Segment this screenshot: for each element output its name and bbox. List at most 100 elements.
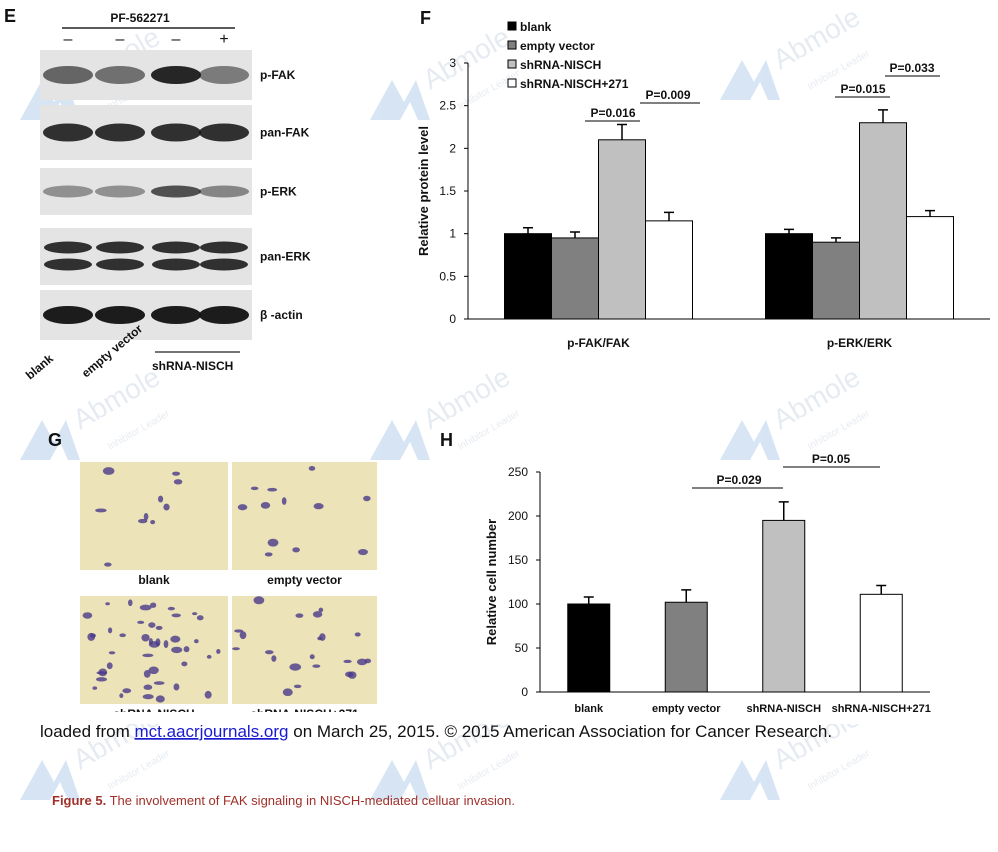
bar bbox=[664, 601, 708, 693]
stained-cell bbox=[192, 612, 198, 616]
stained-cell bbox=[171, 646, 183, 654]
footer-text: loaded from bbox=[40, 722, 135, 741]
bar bbox=[859, 122, 907, 320]
legend-label: shRNA-NISCH bbox=[520, 58, 601, 72]
blot-band bbox=[200, 258, 248, 271]
stained-cell bbox=[309, 654, 315, 660]
stained-cell bbox=[173, 479, 183, 485]
footer-link[interactable]: mct.aacrjournals.org bbox=[135, 722, 289, 741]
blot-band bbox=[151, 123, 201, 142]
stained-cell bbox=[104, 562, 112, 567]
watermark-logo bbox=[720, 60, 780, 100]
stained-cell bbox=[153, 681, 165, 685]
bar-chart: H Relative cell number 0 50 100 150 200 250 blan… bbox=[440, 430, 931, 715]
x-tick-label: shRNA-NISCH+271 bbox=[832, 703, 931, 715]
treatment-sign: + bbox=[219, 31, 228, 48]
p-value: P=0.033 bbox=[889, 61, 934, 75]
legend-marker bbox=[507, 21, 517, 31]
stained-cell bbox=[95, 508, 107, 513]
p-value: P=0.016 bbox=[590, 106, 635, 120]
stained-cell bbox=[216, 648, 221, 654]
stained-cell bbox=[155, 695, 165, 703]
error-bar bbox=[831, 237, 841, 243]
x-tick-label: p-FAK/FAK bbox=[567, 336, 630, 350]
stained-cell bbox=[143, 512, 149, 521]
y-tick-label: 2.5 bbox=[439, 99, 456, 113]
blot-band bbox=[96, 258, 144, 271]
stained-cell bbox=[102, 467, 115, 475]
blot-band bbox=[43, 306, 93, 324]
error-bar bbox=[876, 584, 887, 595]
y-tick-label: 0 bbox=[521, 685, 528, 699]
stained-cell bbox=[142, 653, 154, 658]
stained-cell bbox=[312, 664, 321, 668]
stained-cell bbox=[282, 688, 293, 697]
panel-label: G bbox=[48, 430, 62, 450]
stained-cell bbox=[239, 631, 247, 640]
blot-band bbox=[43, 66, 93, 84]
stained-cell bbox=[196, 615, 204, 621]
stained-cell bbox=[139, 604, 152, 611]
stained-cell bbox=[363, 495, 371, 502]
y-tick-label: 2 bbox=[449, 141, 456, 155]
blot-band bbox=[95, 185, 145, 198]
bar bbox=[765, 233, 813, 320]
treatment-label: PF-562271 bbox=[110, 11, 170, 25]
error-bar bbox=[523, 226, 533, 234]
legend-marker bbox=[507, 59, 517, 69]
stained-cell bbox=[204, 690, 212, 699]
stained-cell bbox=[106, 662, 113, 670]
footer: loaded from mct.aacrjournals.org on Marc… bbox=[40, 722, 832, 741]
stained-cell bbox=[319, 633, 326, 641]
watermark-logo bbox=[370, 420, 430, 460]
legend-marker bbox=[507, 40, 517, 50]
stained-cell bbox=[181, 661, 188, 667]
blot-band bbox=[43, 123, 93, 142]
stained-cell bbox=[143, 684, 153, 690]
stained-cell bbox=[281, 497, 287, 505]
stained-cell bbox=[292, 547, 300, 553]
caption-text: The involvement of FAK signaling in NISC… bbox=[106, 793, 515, 808]
stained-cell bbox=[141, 633, 150, 642]
blot-band bbox=[200, 241, 248, 254]
error-bar bbox=[681, 589, 692, 603]
error-bar bbox=[583, 596, 594, 604]
stained-cell bbox=[354, 632, 361, 637]
stained-cell bbox=[267, 538, 279, 547]
stained-cell bbox=[318, 607, 324, 613]
stained-cell bbox=[271, 655, 277, 662]
stained-cell bbox=[232, 647, 240, 651]
stained-cell bbox=[148, 641, 160, 648]
stained-cell bbox=[343, 659, 352, 664]
stained-cell bbox=[171, 613, 181, 618]
y-tick-label: 1 bbox=[449, 227, 456, 241]
stained-cell bbox=[253, 596, 265, 605]
blot-band bbox=[151, 185, 201, 198]
error-bar bbox=[570, 231, 580, 238]
blot-band bbox=[44, 241, 92, 254]
x-tick-label: shRNA-NISCH bbox=[746, 703, 821, 715]
band-label: pan-FAK bbox=[260, 126, 310, 140]
stained-cell bbox=[122, 688, 132, 694]
y-tick-label: 0 bbox=[449, 312, 456, 326]
treatment-sign: – bbox=[116, 31, 125, 48]
stained-cell bbox=[173, 683, 180, 691]
stained-cell bbox=[295, 613, 304, 618]
x-tick-label: blank bbox=[574, 703, 604, 715]
bar bbox=[598, 139, 646, 320]
blot-band bbox=[199, 185, 249, 198]
stained-cell bbox=[143, 670, 151, 678]
legend-label: blank bbox=[520, 20, 552, 34]
treatment-sign: – bbox=[64, 31, 73, 48]
bar bbox=[645, 220, 693, 320]
stained-cell bbox=[138, 518, 148, 524]
micrograph bbox=[232, 462, 377, 570]
blot-band bbox=[96, 241, 144, 254]
stained-cell bbox=[264, 650, 274, 655]
stained-cell bbox=[155, 625, 163, 630]
stained-cell bbox=[347, 671, 357, 679]
stained-cell bbox=[82, 612, 93, 619]
bar bbox=[812, 241, 860, 320]
charts: F Relative protein level 0 0.5 1 1.5 2 2.5 3 p-FA… bbox=[416, 8, 990, 715]
y-tick-label: 3 bbox=[449, 56, 456, 70]
